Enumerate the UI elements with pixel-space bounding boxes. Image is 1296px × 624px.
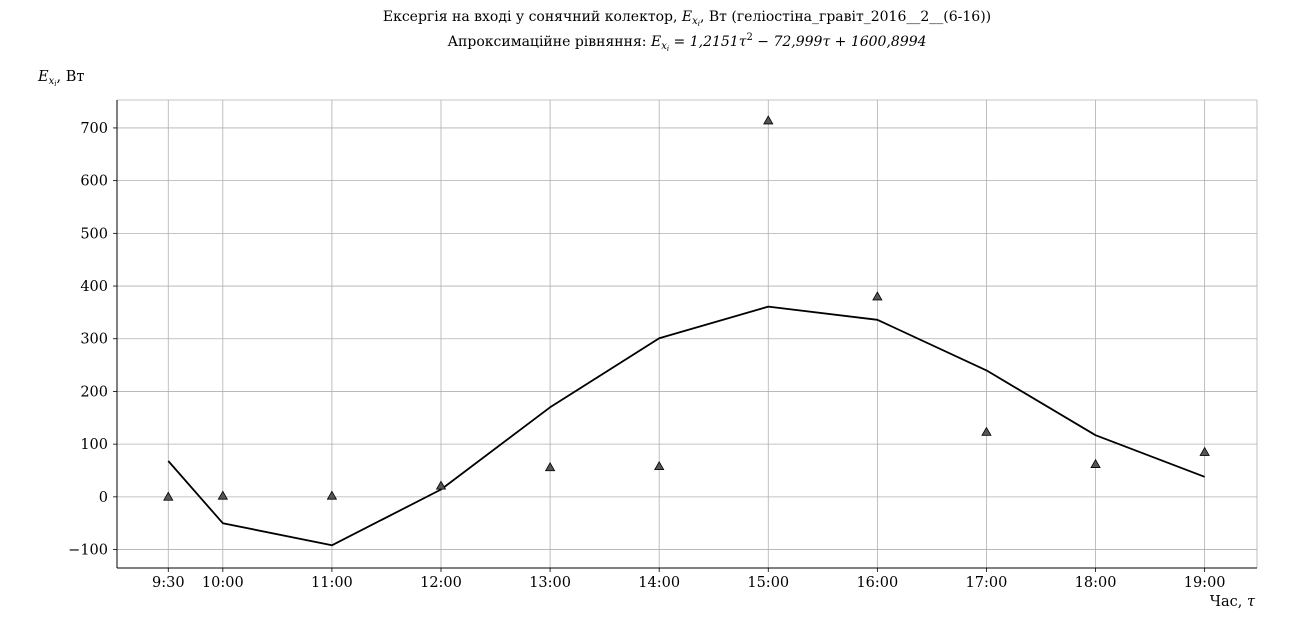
x-tick-label: 16:00 [856, 575, 898, 591]
series [163, 115, 1210, 547]
data-point-triangle [1090, 458, 1101, 468]
chart-subtitle: Апроксимаційне рівняння: Exi = 1,2151τ2 … [447, 32, 926, 53]
y-tick-label: 700 [80, 121, 108, 137]
y-tick-label: 200 [80, 384, 108, 400]
y-tick-label: −100 [68, 543, 108, 559]
x-tick-label: 19:00 [1184, 575, 1226, 591]
x-tick-label: 15:00 [747, 575, 789, 591]
y-axis-label: Exi, Вт [37, 69, 84, 88]
x-axis-label: Час, τ [1210, 594, 1256, 610]
data-point-triangle [544, 462, 556, 472]
x-tick-label: 12:00 [420, 575, 462, 591]
data-point-triangle [981, 426, 992, 436]
data-point-triangle [872, 291, 883, 301]
y-tick-label: 100 [80, 437, 108, 453]
data-point-triangle [1199, 446, 1210, 456]
data-point-triangle [326, 490, 338, 500]
y-ticks: −100 0 100 200 300 400 500 600 700 [68, 121, 117, 559]
chart-title: Ексергія на вході у сонячний колектор, E… [383, 9, 991, 28]
x-tick-label: 11:00 [311, 575, 353, 591]
x-tick-label: 10:00 [202, 575, 244, 591]
x-ticks: 9:30 10:00 11:00 12:00 13:00 14:00 15:00 16:00 1… [152, 568, 1226, 591]
y-tick-label: 300 [80, 332, 108, 348]
x-tick-label: 9:30 [152, 575, 185, 591]
y-tick-label: 600 [80, 174, 108, 190]
x-tick-label: 18:00 [1075, 575, 1117, 591]
x-tick-label: 17:00 [966, 575, 1008, 591]
grid [117, 100, 1257, 568]
data-point-triangle [653, 460, 665, 471]
axes [116, 99, 1258, 569]
data-point-triangle [435, 480, 447, 490]
data-point-triangle [163, 491, 174, 501]
y-tick-label: 400 [80, 279, 108, 295]
x-tick-label: 13:00 [529, 575, 571, 591]
data-point-triangle [217, 490, 229, 500]
x-tick-label: 14:00 [638, 575, 680, 591]
approximation-line [167, 305, 1205, 547]
y-tick-label: 500 [80, 226, 108, 242]
data-point-triangle [763, 115, 774, 125]
y-tick-label: 0 [99, 490, 108, 506]
